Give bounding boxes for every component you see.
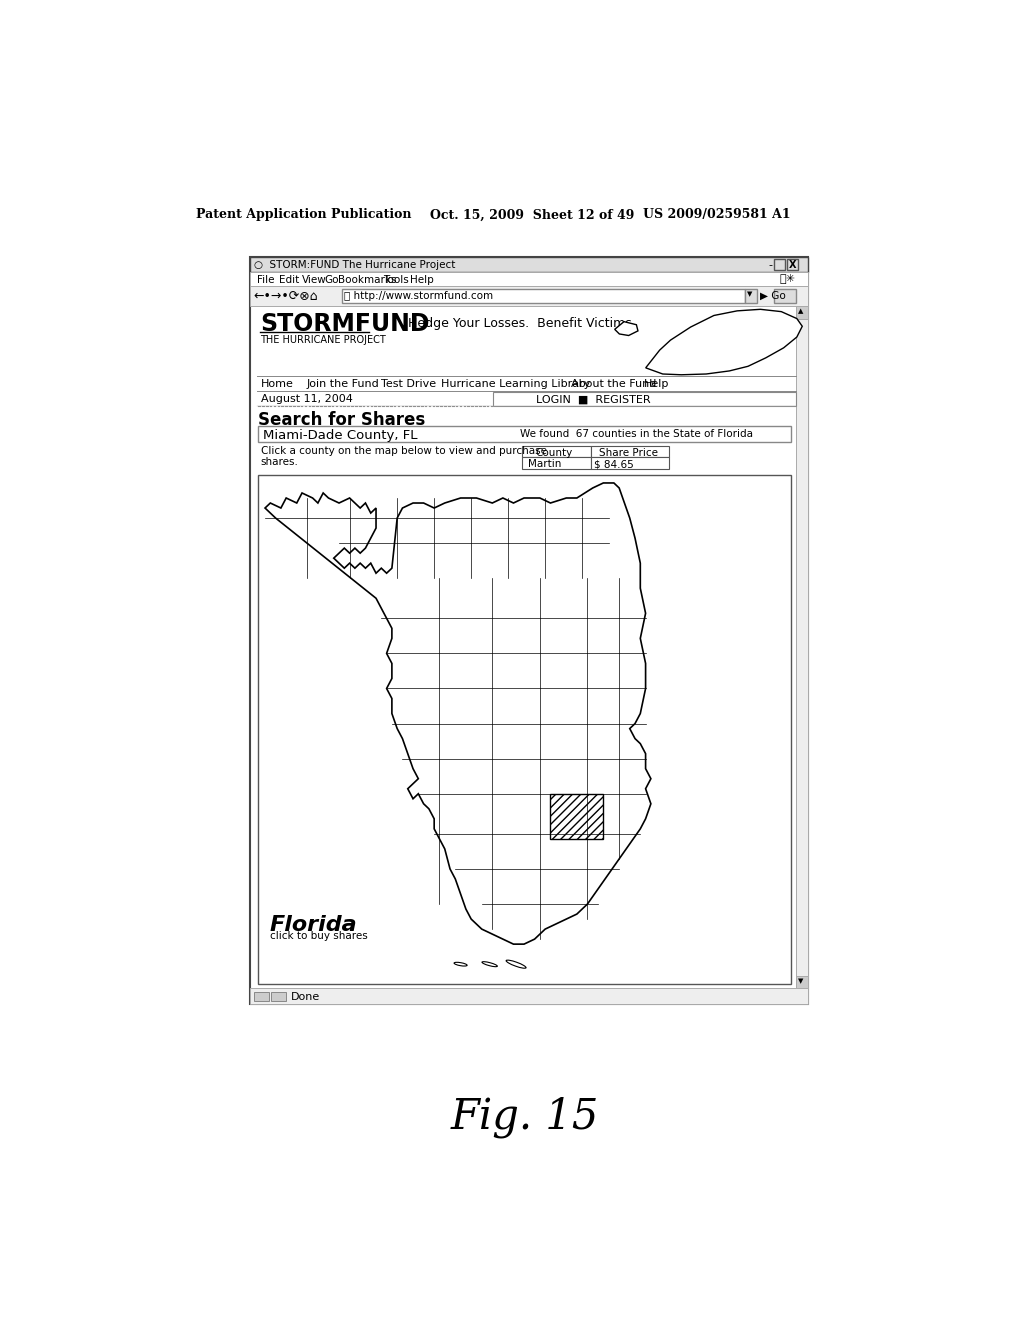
- Text: County: County: [536, 447, 572, 458]
- Text: ▼: ▼: [748, 290, 753, 297]
- Bar: [251, 272, 809, 286]
- Bar: [342, 289, 744, 304]
- Text: Patent Application Publication: Patent Application Publication: [197, 209, 412, 222]
- Bar: [254, 991, 269, 1001]
- Text: File: File: [257, 275, 274, 285]
- Bar: [796, 977, 809, 989]
- Text: Bookmarks: Bookmarks: [338, 275, 396, 285]
- Text: ⓐ✳: ⓐ✳: [779, 275, 795, 284]
- Bar: [251, 257, 809, 272]
- Text: Click a county on the map below to view and purchase
shares.: Click a county on the map below to view …: [260, 446, 547, 467]
- Text: Hedge Your Losses.  Benefit Victims: Hedge Your Losses. Benefit Victims: [408, 317, 632, 330]
- Text: LOGIN  ■  REGISTER: LOGIN ■ REGISTER: [536, 395, 650, 405]
- Text: Florida: Florida: [270, 915, 357, 935]
- Bar: [251, 989, 809, 1003]
- Text: Miami-Dade County, FL: Miami-Dade County, FL: [263, 429, 418, 442]
- Text: Test Drive: Test Drive: [381, 379, 436, 388]
- Text: ▶ Go: ▶ Go: [761, 290, 786, 301]
- Text: Tools: Tools: [383, 275, 409, 285]
- Text: Fig. 15: Fig. 15: [451, 1096, 599, 1138]
- Polygon shape: [646, 309, 802, 375]
- Text: ▼: ▼: [799, 978, 804, 983]
- Ellipse shape: [482, 962, 498, 966]
- Text: Join the Fund: Join the Fund: [307, 379, 380, 388]
- Text: X: X: [790, 260, 797, 271]
- Text: ←•→•⟳⊗⌂: ←•→•⟳⊗⌂: [254, 290, 318, 304]
- Text: Go: Go: [325, 275, 339, 285]
- Polygon shape: [614, 322, 638, 335]
- Text: Oct. 15, 2009  Sheet 12 of 49: Oct. 15, 2009 Sheet 12 of 49: [430, 209, 635, 222]
- Bar: [592, 457, 669, 469]
- Text: About the Fund: About the Fund: [570, 379, 656, 388]
- Text: ○  STORM:FUND The Hurricane Project: ○ STORM:FUND The Hurricane Project: [254, 260, 455, 271]
- Text: Share Price: Share Price: [599, 447, 658, 458]
- Text: -: -: [768, 260, 772, 271]
- Bar: [251, 257, 809, 1003]
- Text: ▲: ▲: [799, 308, 804, 314]
- Text: Edit: Edit: [280, 275, 300, 285]
- Text: ⎕ http://www.stormfund.com: ⎕ http://www.stormfund.com: [344, 290, 494, 301]
- Bar: [592, 446, 669, 457]
- Text: Help: Help: [644, 379, 670, 388]
- Bar: [744, 289, 758, 304]
- Text: Search for Shares: Search for Shares: [258, 411, 425, 429]
- Text: Hurricane Learning Library: Hurricane Learning Library: [441, 379, 591, 388]
- Bar: [786, 259, 798, 271]
- Text: $ 84.65: $ 84.65: [594, 459, 634, 470]
- Bar: [258, 426, 792, 442]
- Bar: [521, 457, 592, 469]
- Text: We found  67 counties in the State of Florida: We found 67 counties in the State of Flo…: [520, 429, 753, 440]
- Ellipse shape: [454, 962, 467, 966]
- Bar: [251, 286, 809, 306]
- Ellipse shape: [506, 960, 526, 969]
- Text: Martin: Martin: [528, 459, 561, 470]
- Bar: [796, 306, 809, 989]
- Bar: [551, 793, 603, 840]
- Text: STORMFUND: STORMFUND: [260, 313, 429, 337]
- Bar: [270, 991, 286, 1001]
- Bar: [521, 446, 592, 457]
- Text: Home: Home: [260, 379, 294, 388]
- Text: click to buy shares: click to buy shares: [270, 932, 368, 941]
- Text: THE HURRICANE PROJECT: THE HURRICANE PROJECT: [260, 335, 385, 345]
- Bar: [493, 392, 796, 407]
- Text: View: View: [302, 275, 327, 285]
- Text: August 11, 2004: August 11, 2004: [260, 395, 352, 404]
- Bar: [796, 306, 809, 318]
- Bar: [774, 289, 796, 304]
- Text: US 2009/0259581 A1: US 2009/0259581 A1: [643, 209, 791, 222]
- Text: Help: Help: [411, 275, 434, 285]
- Bar: [258, 475, 792, 983]
- Text: Done: Done: [291, 991, 319, 1002]
- Bar: [774, 259, 785, 271]
- Polygon shape: [265, 483, 651, 944]
